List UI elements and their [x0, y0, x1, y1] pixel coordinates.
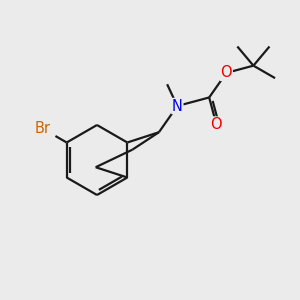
Text: O: O [211, 117, 222, 132]
Text: O: O [220, 65, 232, 80]
Text: N: N [172, 98, 183, 113]
Text: Br: Br [34, 121, 50, 136]
